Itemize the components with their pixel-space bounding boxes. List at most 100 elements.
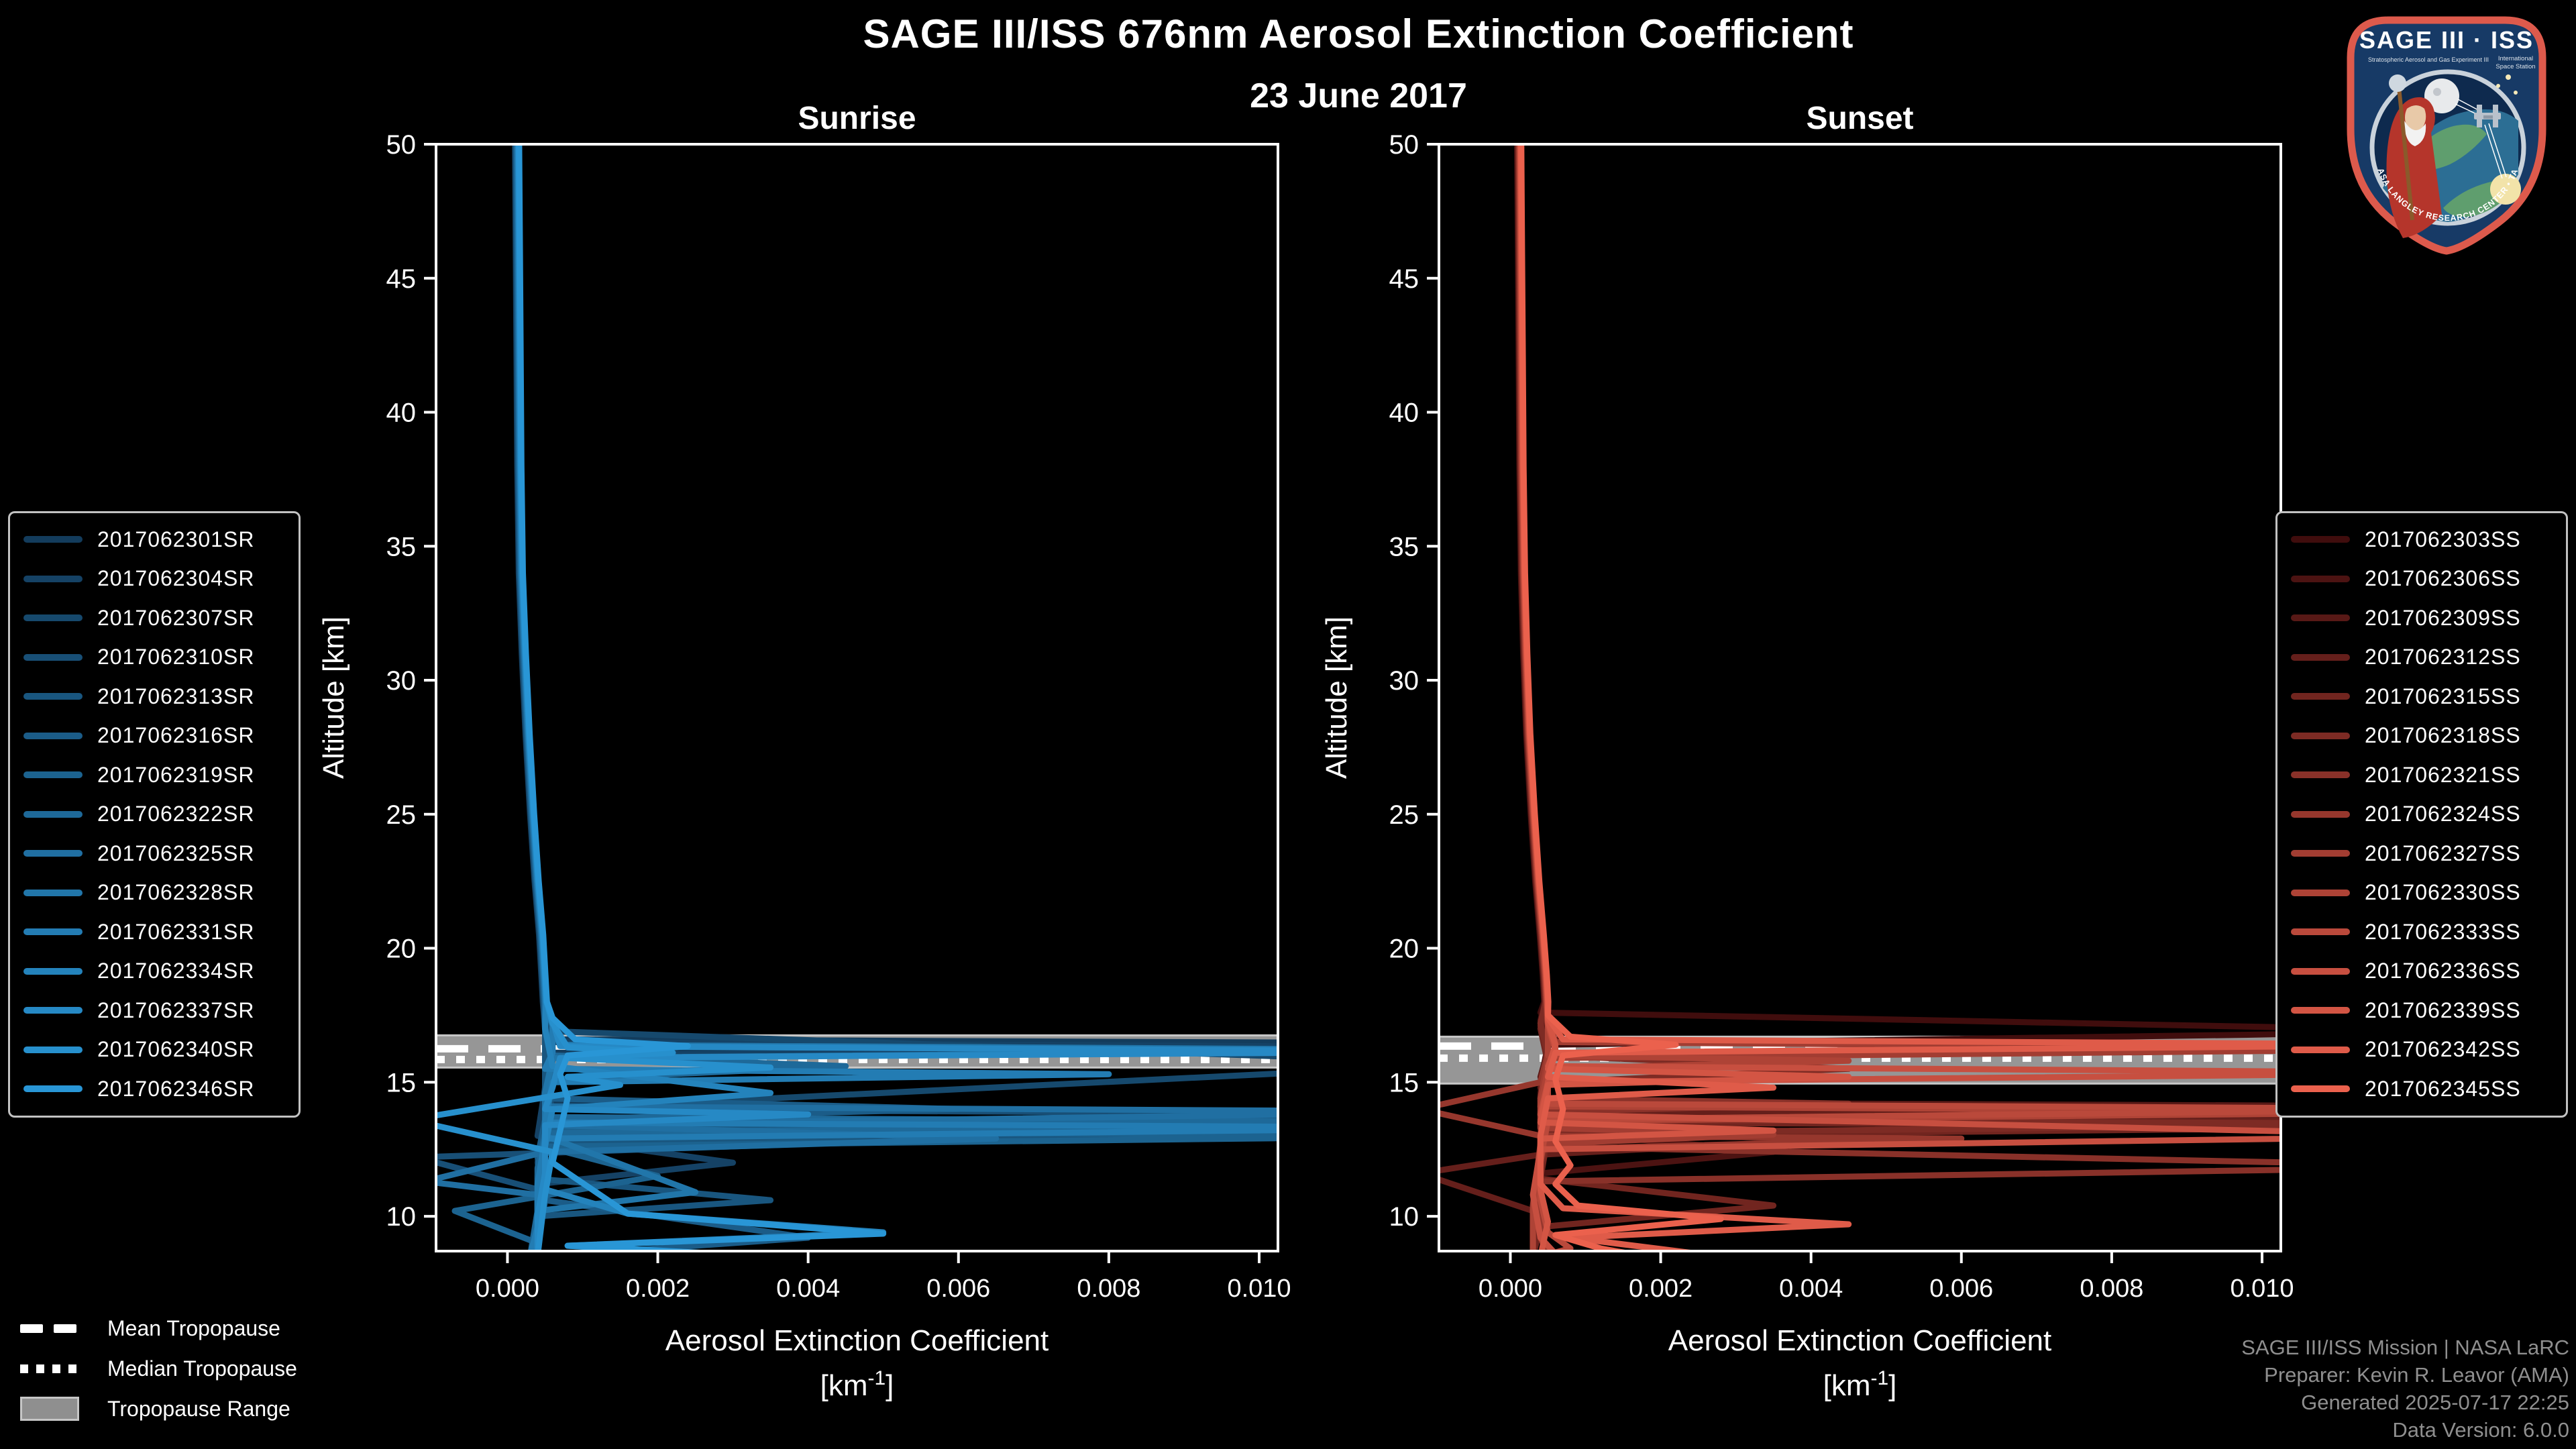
- sunset-legend-entry: 2017062309SS: [2277, 598, 2566, 638]
- sunrise-legend-event-label: 2017062328SR: [97, 880, 255, 905]
- sunrise-legend-event-label: 2017062301SR: [97, 527, 255, 551]
- sunrise-xaxis-unit-label: [km-1]: [820, 1367, 894, 1402]
- sunset-legend-entry: 2017062306SS: [2277, 559, 2566, 599]
- sunset-legend-line-swatch: [2291, 771, 2350, 779]
- sunrise-legend-event-label: 2017062325SR: [97, 841, 255, 865]
- sunset-series-line-2017062324SS: [1439, 144, 1965, 1251]
- sunset-ytick-label: 10: [1389, 1202, 1419, 1232]
- sunset-legend: 2017062303SS 2017062306SS 2017062309SS 2017…: [2275, 511, 2568, 1118]
- sunrise-legend-event-label: 2017062313SR: [97, 684, 255, 708]
- sunrise-legend-entry: 2017062301SR: [10, 520, 299, 559]
- sunrise-series-line-2017062346SR: [516, 144, 887, 1251]
- sunrise-legend-line-swatch: [23, 732, 83, 739]
- median-tropopause-legend-row: Median Tropopause: [20, 1348, 297, 1389]
- sunset-legend-event-label: 2017062333SS: [2365, 919, 2521, 944]
- sage-iii-iss-mission-patch: SAGE III · ISS Stratospheric Aerosol and…: [2339, 6, 2551, 260]
- sunset-xtick-label: 0.004: [1779, 1275, 1843, 1303]
- sunrise-legend-entry: 2017062307SR: [10, 598, 299, 638]
- footer-version-line: Data Version: 6.0.0: [2392, 1418, 2569, 1442]
- sunset-legend-line-swatch: [2291, 614, 2350, 622]
- sunrise-axes-spines: [435, 143, 1279, 1252]
- sunset-ytick-label: 50: [1389, 130, 1419, 160]
- sunrise-legend-line-swatch: [23, 771, 83, 779]
- sunrise-legend-line-swatch: [23, 1046, 83, 1053]
- sunrise-ytick-label: 35: [386, 532, 417, 561]
- sunrise-ytick-label: 20: [386, 934, 417, 964]
- sunset-series-line-2017062309SS: [1514, 144, 2281, 1251]
- sunset-legend-event-label: 2017062342SS: [2365, 1037, 2521, 1062]
- footer-credits: SAGE III/ISS Mission | NASA LaRC Prepare…: [2241, 1334, 2569, 1444]
- sunrise-legend: 2017062301SR 2017062304SR 2017062307SR 2017…: [8, 511, 301, 1118]
- sunrise-ytick-label: 50: [386, 130, 417, 160]
- sunset-panel-title: Sunset: [1806, 101, 1913, 136]
- sunset-legend-event-label: 2017062345SS: [2365, 1076, 2521, 1101]
- sunrise-legend-event-label: 2017062316SR: [97, 723, 255, 748]
- sunset-legend-event-label: 2017062315SS: [2365, 684, 2521, 708]
- sunrise-ytick-label: 40: [386, 398, 417, 428]
- mean-tropopause-label: Mean Tropopause: [107, 1316, 280, 1340]
- sunset-legend-line-swatch: [2291, 693, 2350, 700]
- patch-moon-crater: [2433, 88, 2441, 96]
- sunrise-legend-event-label: 2017062322SR: [97, 802, 255, 826]
- median-tropopause-label: Median Tropopause: [107, 1356, 297, 1381]
- sunrise-legend-entry: 2017062316SR: [10, 716, 299, 756]
- sunset-legend-event-label: 2017062309SS: [2365, 605, 2521, 630]
- sunrise-ytick-label: 10: [386, 1202, 417, 1232]
- sunrise-ytick-label: 45: [386, 264, 417, 294]
- sunset-plot-panel: 10 15 20 25 30 35 40 45 50 0.000 0.002 0.004 0.006 0.…: [1305, 101, 2351, 1436]
- patch-iss: [2474, 105, 2501, 127]
- sunset-legend-entry: 2017062336SS: [2277, 952, 2566, 991]
- sunrise-xtick-label: 0.010: [1227, 1275, 1291, 1303]
- sunset-ytick-label: 40: [1389, 398, 1419, 428]
- sunrise-xtick-label: 0.000: [476, 1275, 539, 1303]
- sunrise-legend-event-label: 2017062334SR: [97, 959, 255, 983]
- patch-iss-label-2: Space Station: [2496, 63, 2535, 70]
- sunset-xtick-label: 0.008: [2080, 1275, 2143, 1303]
- sunset-xtick-label: 0.010: [2230, 1275, 2294, 1303]
- sunset-legend-event-label: 2017062306SS: [2365, 566, 2521, 591]
- sunrise-series-line-2017062307SR: [513, 144, 1278, 1251]
- sunset-xaxis-unit-label: [km-1]: [1823, 1367, 1897, 1402]
- tropopause-range-legend-row: Tropopause Range: [20, 1389, 297, 1429]
- sunset-legend-entry: 2017062339SS: [2277, 991, 2566, 1030]
- sunrise-ytick-label: 25: [386, 800, 417, 830]
- sunset-series-line-2017062336SS: [1517, 144, 2281, 1251]
- sunrise-legend-line-swatch: [23, 810, 83, 818]
- sunset-xtick-label: 0.006: [1929, 1275, 1993, 1303]
- sunrise-legend-entry: 2017062304SR: [10, 559, 299, 599]
- sunrise-xaxis-label: Aerosol Extinction Coefficient: [665, 1324, 1049, 1357]
- footer-preparer-line: Preparer: Kevin R. Leavor (AMA): [2264, 1363, 2569, 1387]
- sunset-legend-entry: 2017062303SS: [2277, 520, 2566, 559]
- sunrise-legend-entry: 2017062334SR: [10, 952, 299, 991]
- patch-father-time-figure: [2386, 74, 2442, 238]
- sunrise-xtick-label: 0.006: [926, 1275, 990, 1303]
- sunset-legend-event-label: 2017062303SS: [2365, 527, 2521, 551]
- sunset-ytick-label: 45: [1389, 264, 1419, 294]
- patch-subtitle: Stratospheric Aerosol and Gas Experiment…: [2368, 56, 2489, 63]
- sunset-yaxis-label: Altitude [km]: [1320, 616, 1353, 779]
- sunset-legend-entry: 2017062324SS: [2277, 795, 2566, 835]
- footer-generated-line: Generated 2025-07-17 22:25: [2301, 1391, 2569, 1414]
- median-tropopause-dotted-line-icon: [20, 1364, 87, 1373]
- sunset-legend-entry: 2017062333SS: [2277, 912, 2566, 952]
- sunrise-legend-entry: 2017062313SR: [10, 677, 299, 716]
- sunset-legend-entry: 2017062327SS: [2277, 834, 2566, 873]
- sunrise-legend-event-label: 2017062337SR: [97, 998, 255, 1022]
- sunrise-plot-panel: 10 15 20 25 30 35 40 45 50 0.000 0.002 0.004 0.006 0.…: [302, 101, 1348, 1436]
- sunrise-legend-event-label: 2017062319SR: [97, 762, 255, 787]
- sunrise-legend-entry: 2017062328SR: [10, 873, 299, 913]
- sunrise-legend-line-swatch: [23, 850, 83, 857]
- sunset-ytick-label: 30: [1389, 666, 1419, 696]
- sunset-legend-line-swatch: [2291, 928, 2350, 936]
- sunset-legend-entry: 2017062342SS: [2277, 1030, 2566, 1070]
- sunset-legend-line-swatch: [2291, 1085, 2350, 1093]
- sunset-series-line-2017062327SS: [1516, 144, 2281, 1251]
- sunset-ytick-label: 35: [1389, 532, 1419, 561]
- sunset-legend-event-label: 2017062330SS: [2365, 880, 2521, 905]
- sunset-xtick-label: 0.002: [1629, 1275, 1693, 1303]
- sunset-legend-event-label: 2017062327SS: [2365, 841, 2521, 865]
- sunrise-legend-event-label: 2017062310SR: [97, 645, 255, 669]
- sunset-series-line-2017062333SS: [1517, 144, 2281, 1251]
- sunset-ytick-label: 15: [1389, 1068, 1419, 1097]
- tropopause-legend: Mean Tropopause Median Tropopause Tropop…: [20, 1308, 297, 1429]
